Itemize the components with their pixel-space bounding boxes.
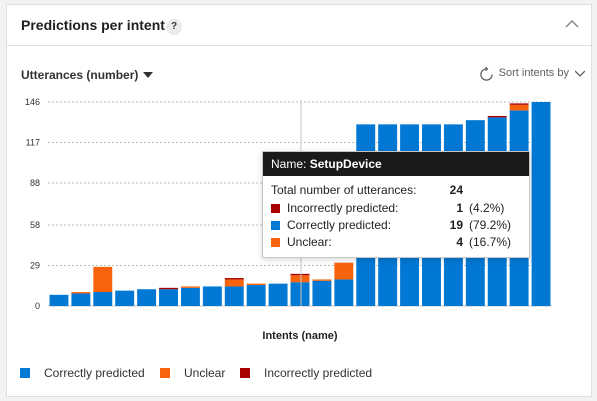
sort-intents-button[interactable]: Sort intents by bbox=[479, 67, 585, 83]
bar-correct[interactable] bbox=[137, 289, 157, 306]
correct-swatch bbox=[271, 221, 280, 230]
legend-swatch-incorrect bbox=[240, 368, 250, 378]
tooltip-incorrect-row: Incorrectly predicted: 1 (4.2%) bbox=[271, 200, 521, 216]
bar-correct[interactable] bbox=[71, 293, 91, 306]
legend-label-unclear: Unclear bbox=[184, 366, 226, 380]
bar-correct[interactable] bbox=[202, 286, 222, 306]
bar-incorrect[interactable] bbox=[290, 273, 310, 276]
bar-correct[interactable] bbox=[290, 282, 310, 306]
card-title: Predictions per intent bbox=[21, 17, 165, 33]
tooltip-unclear-pct: (16.7%) bbox=[469, 235, 512, 249]
bar-correct[interactable] bbox=[115, 290, 135, 306]
tooltip-unclear-row: Unclear: 4 (16.7%) bbox=[271, 234, 521, 250]
x-axis-label: Intents (name) bbox=[262, 330, 338, 342]
help-icon[interactable]: ? bbox=[166, 19, 182, 35]
bar-correct[interactable] bbox=[531, 102, 551, 306]
bar-correct[interactable] bbox=[180, 287, 200, 306]
tooltip-unclear-label: Unclear: bbox=[287, 235, 332, 249]
tooltip-total-label: Total number of utterances: bbox=[271, 183, 417, 197]
chevron-up-icon[interactable] bbox=[565, 19, 579, 29]
tooltip-total-value: 24 bbox=[449, 183, 463, 197]
bar-correct[interactable] bbox=[159, 289, 178, 306]
refresh-icon bbox=[479, 67, 493, 81]
tooltip-correct-row: Correctly predicted: 19 (79.2%) bbox=[271, 217, 521, 233]
chevron-down-icon bbox=[575, 70, 585, 77]
y-tick-label: 117 bbox=[26, 138, 40, 148]
y-tick-label: 58 bbox=[30, 220, 40, 230]
tooltip-correct-label: Correctly predicted: bbox=[287, 218, 392, 232]
bar-correct[interactable] bbox=[312, 280, 332, 306]
tooltip-header: Name: SetupDevice bbox=[263, 152, 529, 176]
bar-incorrect[interactable] bbox=[487, 115, 507, 118]
metric-dropdown[interactable]: Utterances (number) bbox=[21, 68, 153, 82]
card-header: Predictions per intent ? bbox=[7, 5, 591, 46]
bar-correct[interactable] bbox=[93, 292, 113, 306]
caret-down-icon bbox=[143, 72, 153, 78]
bar-correct[interactable] bbox=[224, 286, 244, 306]
bar-unclear[interactable] bbox=[290, 275, 310, 283]
bar-unclear[interactable] bbox=[180, 286, 200, 288]
tooltip-unclear-count: 4 bbox=[456, 235, 463, 249]
y-tick-label: 29 bbox=[30, 260, 40, 270]
bar-unclear[interactable] bbox=[246, 283, 266, 286]
bar-correct[interactable] bbox=[246, 285, 266, 306]
bar-incorrect[interactable] bbox=[509, 103, 529, 105]
bar-correct[interactable] bbox=[268, 283, 288, 306]
bar-incorrect[interactable] bbox=[224, 278, 244, 280]
bar-unclear[interactable] bbox=[312, 279, 332, 281]
intent-tooltip: Name: SetupDevice Total number of uttera… bbox=[262, 151, 530, 258]
tooltip-total-row: Total number of utterances: 24 bbox=[271, 182, 521, 198]
bar-unclear[interactable] bbox=[93, 266, 113, 293]
tooltip-correct-pct: (79.2%) bbox=[469, 218, 512, 232]
bar-unclear[interactable] bbox=[224, 279, 244, 287]
bar-incorrect[interactable] bbox=[159, 287, 178, 290]
tooltip-name-prefix: Name: bbox=[271, 157, 310, 171]
tooltip-intent-name: SetupDevice bbox=[309, 157, 382, 171]
legend-swatch-unclear bbox=[160, 368, 170, 378]
y-tick-label: 0 bbox=[35, 301, 40, 311]
y-tick-label: 88 bbox=[30, 178, 40, 188]
bar-correct[interactable] bbox=[334, 279, 354, 306]
tooltip-incorrect-pct: (4.2%) bbox=[469, 201, 505, 215]
metric-dropdown-label: Utterances (number) bbox=[21, 68, 139, 82]
incorrect-swatch bbox=[271, 204, 280, 213]
legend-label-correct: Correctly predicted bbox=[44, 366, 145, 380]
bar-unclear[interactable] bbox=[71, 292, 91, 294]
sort-intents-label: Sort intents by bbox=[498, 67, 569, 79]
y-tick-label: 146 bbox=[25, 97, 40, 107]
bar-unclear[interactable] bbox=[334, 262, 354, 280]
bar-correct[interactable] bbox=[49, 294, 69, 306]
unclear-swatch bbox=[271, 238, 280, 247]
tooltip-incorrect-label: Incorrectly predicted: bbox=[287, 201, 399, 215]
legend-label-incorrect: Incorrectly predicted bbox=[264, 366, 373, 380]
legend-swatch-correct bbox=[20, 368, 30, 378]
tooltip-incorrect-count: 1 bbox=[456, 201, 463, 215]
tooltip-correct-count: 19 bbox=[449, 218, 463, 232]
bar-unclear[interactable] bbox=[509, 104, 529, 111]
